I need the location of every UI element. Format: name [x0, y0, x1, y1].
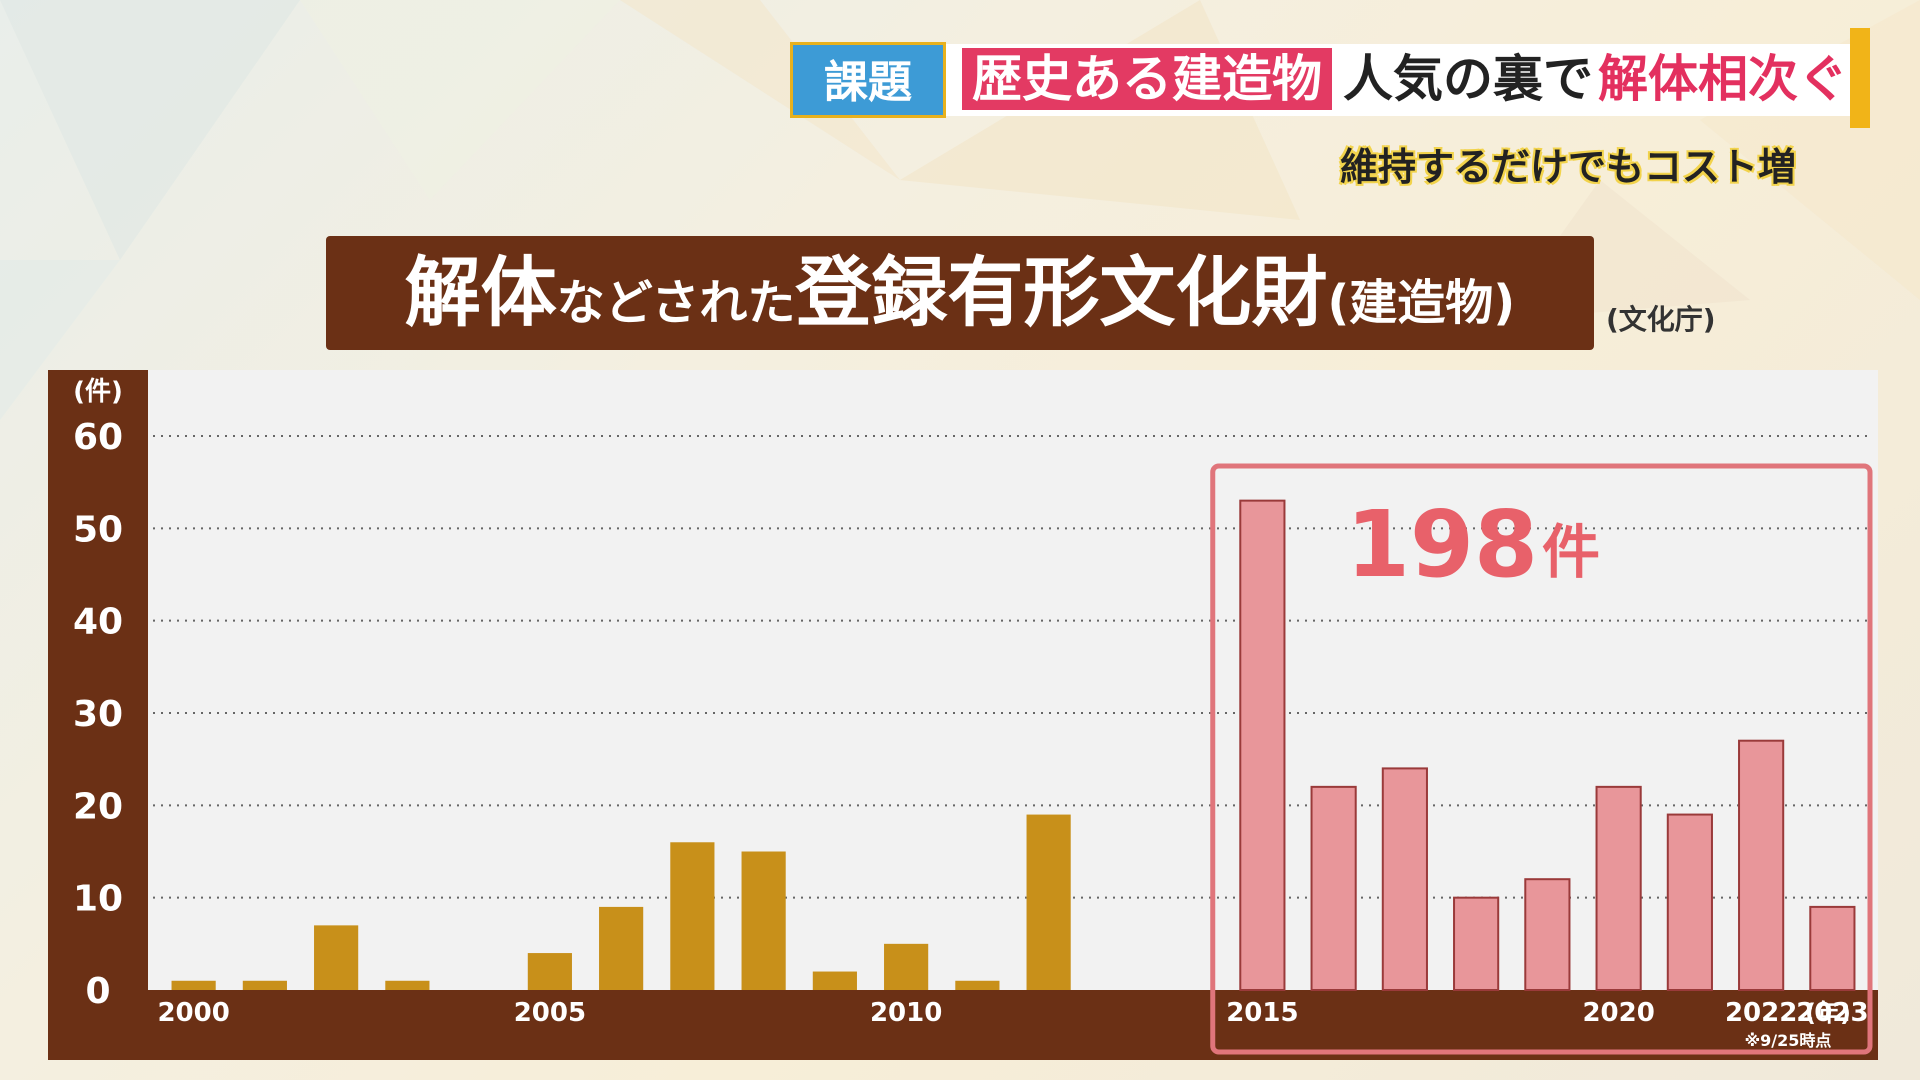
bar-2020: [1595, 785, 1642, 991]
banner-gold-bar: [1850, 28, 1870, 128]
bar-2019: [1524, 878, 1571, 992]
y-tick-label: 50: [73, 509, 123, 550]
highlight-frame: [1210, 463, 1873, 1055]
x-tick-label: 2020: [1582, 998, 1654, 1028]
y-tick-label: 0: [85, 971, 110, 1012]
topic-tag: 課題: [790, 42, 946, 118]
bar-2006: [599, 906, 644, 990]
headline-banner: 課題 歴史ある建造物 人気の裏で 解体相次ぐ: [790, 28, 1870, 128]
x-tick-label: 2015: [1226, 998, 1298, 1028]
chart-title-part1: 解体: [404, 248, 557, 337]
bar-2005: [527, 953, 572, 990]
bar-2023: [1809, 905, 1856, 992]
bar-2008: [741, 851, 786, 990]
bar-2011: [955, 980, 1000, 990]
bar-2001: [242, 980, 287, 990]
highlight-total: 198: [1346, 491, 1538, 598]
x-tick-label: 2000: [157, 998, 229, 1028]
bar-2018: [1453, 896, 1500, 992]
y-tick-label: 60: [73, 417, 123, 458]
y-unit-label: (件): [73, 377, 123, 407]
x-tick-label: 2005: [514, 998, 586, 1028]
bar-2009: [812, 971, 857, 990]
chart-title-part4: (建造物): [1327, 275, 1516, 331]
bar-2000: [171, 980, 216, 990]
bar-chart: 0 10 20 30 40 50 60 2000 2005 2010 2015 2020 202220…: [48, 370, 1878, 1060]
chart-title-part3: 登録有形文化財: [795, 248, 1328, 337]
bar-2012: [1026, 814, 1071, 990]
headline-highlight-1: 歴史ある建造物: [962, 48, 1332, 110]
x-tick-label: 2022: [1725, 998, 1797, 1028]
bar-2021: [1666, 813, 1713, 992]
chart-title-part2: などされた: [556, 275, 796, 331]
headline-highlight-2: 解体相次ぐ: [1598, 50, 1848, 108]
x-tick-label: 2010: [870, 998, 942, 1028]
y-tick-label: 10: [73, 879, 123, 920]
chart-title: 解体などされた登録有形文化財(建造物): [326, 236, 1594, 350]
bar-2003: [385, 980, 430, 990]
y-tick-label: 40: [73, 602, 123, 643]
bar-2015: [1239, 499, 1286, 991]
bar-2010: [884, 943, 929, 990]
bar-2002: [314, 925, 359, 990]
x-unit-label: (年): [1805, 999, 1851, 1027]
y-tick-label: 30: [73, 694, 123, 735]
bar-2022: [1738, 739, 1785, 992]
y-tick-label: 20: [73, 786, 123, 827]
highlight-total-unit: 件: [1542, 518, 1600, 586]
subheadline: 維持するだけでもコスト増: [1340, 145, 1797, 189]
date-note: ※9/25時点: [1745, 1031, 1832, 1050]
bar-2017: [1381, 767, 1428, 991]
bar-2007: [670, 842, 715, 990]
bar-2016: [1310, 785, 1357, 991]
plot-area: [148, 370, 1878, 990]
chart-source: (文化庁): [1606, 303, 1716, 336]
headline-middle: 人気の裏で: [1343, 50, 1593, 108]
x-tick-label: 2023: [1796, 998, 1868, 1028]
